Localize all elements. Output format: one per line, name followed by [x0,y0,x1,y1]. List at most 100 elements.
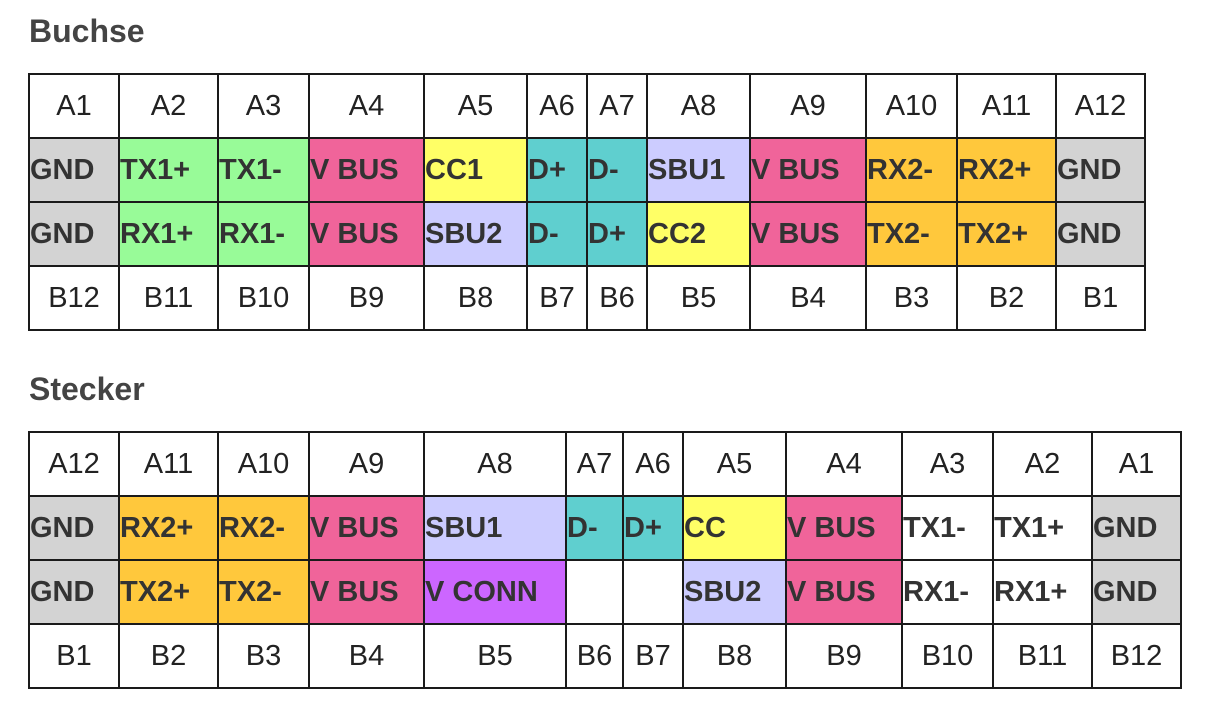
pin-signal: RX1+ [118,201,219,267]
pin-signal: TX2+ [118,559,219,625]
pin-number: B11 [118,265,219,331]
pin-number: A1 [28,73,120,139]
pin-number: A12 [28,431,120,497]
pin-signal: CC1 [423,137,528,203]
pin-signal: GND [28,559,120,625]
pin-number: A6 [622,431,684,497]
pin-signal: TX1- [217,137,310,203]
pin-signal: RX2+ [956,137,1057,203]
buchse-row-b-numbers: B12 B11 B10 B9 B8 B7 B6 B5 B4 B3 B2 B1 [28,265,1146,331]
pin-number: B3 [865,265,958,331]
pin-number: A7 [586,73,648,139]
pin-number: A7 [565,431,624,497]
pin-signal: SBU2 [682,559,787,625]
pin-signal: GND [28,495,120,561]
pin-signal: RX1- [217,201,310,267]
pin-number: A4 [785,431,903,497]
pin-signal: GND [1091,559,1182,625]
pin-signal: D+ [586,201,648,267]
pin-signal: CC2 [646,201,751,267]
pin-signal: D- [586,137,648,203]
pin-number: B11 [992,623,1093,689]
pin-signal: D- [565,495,624,561]
pin-number: B5 [646,265,751,331]
pin-number: A12 [1055,73,1146,139]
pin-signal: TX1+ [992,495,1093,561]
pin-signal: GND [1055,201,1146,267]
pin-signal: TX2+ [956,201,1057,267]
pin-signal: RX1+ [992,559,1093,625]
pin-signal: TX2- [865,201,958,267]
buchse-row-b-signals: GND RX1+ RX1- V BUS SBU2 D- D+ CC2 V BUS… [28,201,1146,267]
pin-signal: V BUS [785,495,903,561]
stecker-row-a-numbers: A12 A11 A10 A9 A8 A7 A6 A5 A4 A3 A2 A1 [28,431,1182,497]
pin-signal: TX1- [901,495,994,561]
pin-number: A9 [749,73,867,139]
stecker-title: Stecker [29,371,145,407]
buchse-title: Buchse [29,13,145,49]
pin-number: A11 [118,431,219,497]
pin-number: A5 [423,73,528,139]
pin-number: B6 [565,623,624,689]
pin-number: B1 [28,623,120,689]
pin-signal: RX1- [901,559,994,625]
pin-signal: SBU2 [423,201,528,267]
pin-signal: D+ [622,495,684,561]
pin-signal: V BUS [308,137,425,203]
stecker-pinout-table: A12 A11 A10 A9 A8 A7 A6 A5 A4 A3 A2 A1 G… [28,431,1182,689]
pin-signal: TX2- [217,559,310,625]
pin-number: B7 [622,623,684,689]
pin-number: B8 [682,623,787,689]
pin-signal: V BUS [308,201,425,267]
pin-signal: RX2+ [118,495,219,561]
stecker-row-b-signals: GND TX2+ TX2- V BUS V CONN SBU2 V BUS RX… [28,559,1182,625]
pin-number: A11 [956,73,1057,139]
pin-number: A2 [118,73,219,139]
pin-signal: GND [28,201,120,267]
pin-signal: GND [28,137,120,203]
pin-number: A6 [526,73,588,139]
pin-signal-empty [622,559,684,625]
pin-number: B3 [217,623,310,689]
pin-signal: TX1+ [118,137,219,203]
pin-number: B5 [423,623,567,689]
buchse-row-a-signals: GND TX1+ TX1- V BUS CC1 D+ D- SBU1 V BUS… [28,137,1146,203]
pin-number: A3 [901,431,994,497]
pin-number: A9 [308,431,425,497]
pin-number: A8 [423,431,567,497]
pin-number: B6 [586,265,648,331]
pin-signal-empty [565,559,624,625]
pin-number: B10 [217,265,310,331]
pin-signal: V CONN [423,559,567,625]
pin-number: B7 [526,265,588,331]
pin-signal: RX2- [865,137,958,203]
pin-signal: V BUS [749,201,867,267]
pin-number: B10 [901,623,994,689]
pin-number: B2 [956,265,1057,331]
pin-signal: D- [526,201,588,267]
stecker-row-a-signals: GND RX2+ RX2- V BUS SBU1 D- D+ CC V BUS … [28,495,1182,561]
pin-number: A8 [646,73,751,139]
pin-number: B4 [308,623,425,689]
pin-signal: RX2- [217,495,310,561]
pin-signal: V BUS [785,559,903,625]
pin-number: B1 [1055,265,1146,331]
pin-number: B8 [423,265,528,331]
pin-number: A1 [1091,431,1182,497]
pin-signal: V BUS [308,559,425,625]
pin-signal: SBU1 [646,137,751,203]
pin-signal: GND [1091,495,1182,561]
pin-number: B12 [28,265,120,331]
pin-number: A2 [992,431,1093,497]
pin-signal: GND [1055,137,1146,203]
buchse-pinout-table: A1 A2 A3 A4 A5 A6 A7 A8 A9 A10 A11 A12 G… [28,73,1146,331]
pin-number: B9 [785,623,903,689]
pin-number: A3 [217,73,310,139]
pin-signal: SBU1 [423,495,567,561]
pin-signal: V BUS [749,137,867,203]
pin-signal: CC [682,495,787,561]
pin-number: B4 [749,265,867,331]
pin-number: B12 [1091,623,1182,689]
buchse-row-a-numbers: A1 A2 A3 A4 A5 A6 A7 A8 A9 A10 A11 A12 [28,73,1146,139]
pin-signal: D+ [526,137,588,203]
